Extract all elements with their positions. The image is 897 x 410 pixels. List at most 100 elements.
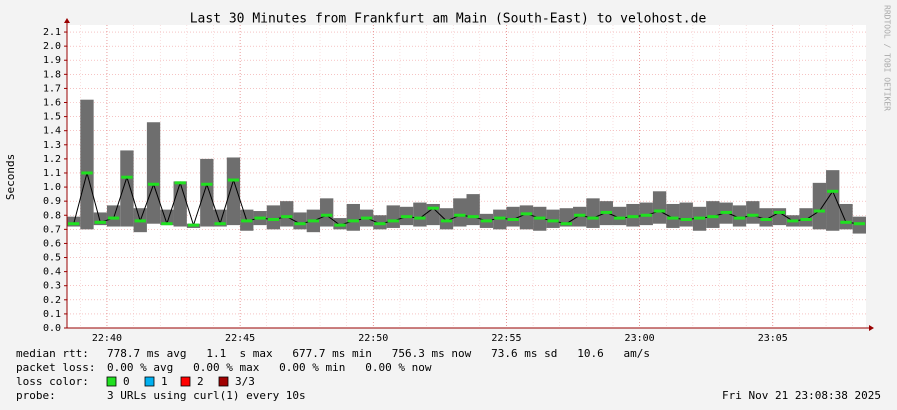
median-mark [254, 216, 266, 220]
median-mark [853, 222, 865, 226]
chart-title: Last 30 Minutes from Frankfurt am Main (… [190, 12, 707, 27]
y-tick-label: 1.2 [43, 154, 61, 165]
median-mark [147, 182, 160, 186]
median-mark [773, 210, 786, 214]
x-tick-label: 23:00 [625, 333, 655, 344]
y-tick-label: 0.3 [43, 281, 61, 292]
median-mark [600, 210, 612, 214]
median-mark [653, 209, 666, 213]
median-mark [667, 216, 679, 220]
median-mark [214, 222, 226, 226]
median-mark [680, 217, 692, 221]
median-mark [507, 217, 519, 221]
y-tick-label: 0.7 [43, 224, 61, 235]
y-tick-label: 0.6 [43, 238, 61, 249]
smoke [826, 170, 840, 231]
legend-swatch [106, 376, 117, 387]
legend-entry: 3/3 [235, 375, 255, 388]
median-mark [94, 220, 106, 224]
median-mark [827, 189, 839, 193]
y-tick-label: 0.2 [43, 295, 61, 306]
smoke [612, 206, 627, 226]
smoke [439, 208, 454, 230]
median-mark [733, 216, 746, 220]
median-mark [321, 213, 333, 217]
median-mark [294, 222, 306, 226]
median-mark [134, 219, 146, 223]
y-tick-label: 0.1 [43, 309, 61, 320]
median-mark [707, 215, 719, 219]
median-mark [627, 215, 639, 219]
y-tick-label: 1.7 [43, 83, 61, 94]
smoke [759, 208, 773, 227]
smoke [679, 202, 693, 227]
median-mark [494, 216, 506, 220]
smoke [120, 150, 134, 227]
smoke [799, 208, 813, 227]
median-mark [387, 219, 399, 223]
median-mark [360, 216, 373, 220]
y-tick-label: 0.9 [43, 196, 61, 207]
smoke [320, 198, 334, 227]
legend-label: median rtt: [16, 347, 89, 360]
smoke [413, 202, 427, 227]
median-mark [787, 219, 799, 223]
median-mark [201, 182, 213, 186]
y-tick-label: 1.6 [43, 98, 61, 109]
median-mark [720, 210, 732, 214]
median-mark [334, 223, 346, 227]
smoke [746, 201, 760, 224]
smoke [80, 99, 94, 230]
smoke [839, 203, 853, 230]
y-tick-label: 1.4 [43, 126, 61, 137]
x-axis-arrow [869, 325, 874, 331]
median-mark [241, 219, 253, 223]
median-mark [547, 219, 559, 223]
y-tick-label: 1.1 [43, 168, 61, 179]
median-mark [574, 213, 586, 217]
median-mark [613, 216, 626, 220]
median-mark [440, 219, 453, 223]
median-mark [534, 216, 546, 220]
legend-entry: 2 [197, 375, 204, 388]
y-tick-label: 1.8 [43, 69, 61, 80]
x-tick-label: 22:55 [491, 333, 521, 344]
smoke [666, 203, 680, 228]
y-tick-label: 1.5 [43, 112, 61, 123]
y-tick-label: 0.4 [43, 267, 61, 278]
median-mark [813, 209, 826, 213]
median-mark [187, 223, 200, 227]
legend-label: probe: [16, 389, 56, 402]
smoke [280, 201, 294, 227]
median-mark [560, 222, 573, 226]
y-tick-label: 1.3 [43, 140, 61, 151]
y-tick-label: 1.0 [43, 182, 61, 193]
median-mark [307, 219, 320, 223]
smoke [772, 208, 787, 226]
legend-label: packet loss: [16, 361, 95, 374]
median-mark [227, 178, 240, 182]
legend-swatch [180, 376, 191, 387]
smoke [812, 182, 827, 230]
x-tick-label: 22:40 [92, 333, 122, 344]
smoke [106, 205, 121, 227]
median-mark [454, 213, 466, 217]
legend-label: loss color: [16, 375, 89, 388]
median-mark [107, 216, 120, 220]
median-mark [267, 217, 280, 221]
median-mark [640, 213, 652, 217]
median-mark [467, 215, 479, 219]
smoke [226, 157, 241, 226]
watermark: RRDTOOL / TOBI OETIKER [883, 5, 892, 111]
smoke [466, 194, 480, 226]
legend-swatch [218, 376, 229, 387]
smoke [173, 181, 187, 227]
median-mark [800, 217, 812, 221]
median-mark [693, 216, 706, 220]
median-mark [427, 206, 439, 210]
smoke [652, 191, 667, 224]
x-tick-label: 23:05 [758, 333, 788, 344]
median-mark [840, 220, 852, 224]
smoke [506, 206, 520, 227]
